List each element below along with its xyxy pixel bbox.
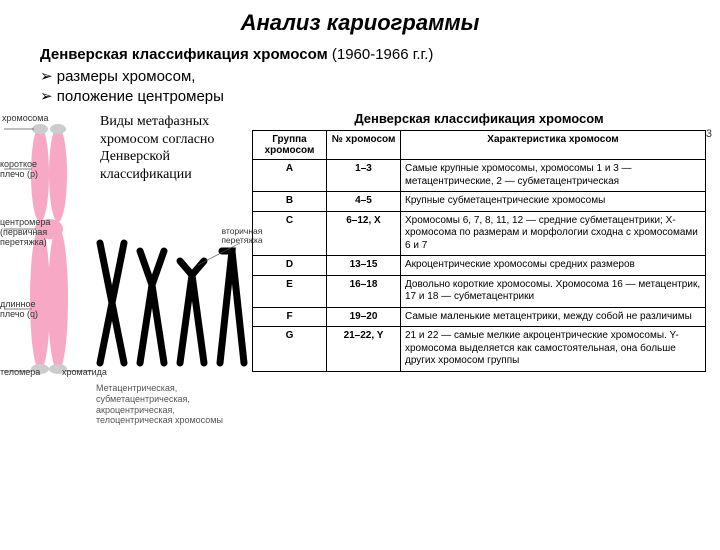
cell-group: E	[253, 275, 327, 307]
cell-desc: Самые маленькие метацентрики, между собо…	[401, 307, 706, 327]
left-panel: Виды метафазных хромосом согласно Денвер…	[0, 109, 252, 372]
page-number: 3	[706, 128, 712, 140]
content-row: Виды метафазных хромосом согласно Денвер…	[0, 109, 720, 372]
intro-bold: Денверская классификация хромосом	[40, 46, 328, 63]
cell-group: F	[253, 307, 327, 327]
cell-num: 19–20	[327, 307, 401, 327]
th-number: № хромосом	[327, 131, 401, 160]
chromosome-types-row: вторичная перетяжка	[90, 233, 250, 373]
bullet-list: размеры хромосом, положение центромеры	[40, 67, 720, 105]
th-desc: Характеристика хромосом	[401, 131, 706, 160]
label-centromere: центромера (первичная перетяжка)	[0, 217, 48, 247]
bullet-item: размеры хромосом,	[40, 67, 720, 85]
bullet-item: положение центромеры	[40, 87, 720, 105]
label-chromosome: хромосома	[2, 113, 49, 123]
cell-desc: Довольно короткие хромосомы. Хромосома 1…	[401, 275, 706, 307]
cell-group: A	[253, 160, 327, 192]
cell-num: 13–15	[327, 256, 401, 276]
cell-num: 21–22, Y	[327, 327, 401, 372]
cell-group: D	[253, 256, 327, 276]
cell-group: B	[253, 192, 327, 212]
cell-desc: Акроцентрические хромосомы средних разме…	[401, 256, 706, 276]
table-row: C6–12, XХромосомы 6, 7, 8, 11, 12 — сред…	[253, 211, 706, 256]
cell-desc: 21 и 22 — самые мелкие акроцентрические …	[401, 327, 706, 372]
table-row: B4–5Крупные субметацентрические хромосом…	[253, 192, 706, 212]
label-telomere: теломера	[0, 367, 40, 377]
table-row: F19–20Самые маленькие метацентрики, межд…	[253, 307, 706, 327]
cell-num: 4–5	[327, 192, 401, 212]
classification-table: Группа хромосом № хромосом Характеристик…	[252, 130, 706, 372]
label-long-arm: длинное плечо (q)	[0, 299, 44, 319]
table-row: A1–3Самые крупные хромосомы, хромосомы 1…	[253, 160, 706, 192]
label-short-arm: короткое плечо (p)	[0, 159, 44, 179]
table-row: D13–15Акроцентрические хромосомы средних…	[253, 256, 706, 276]
cell-num: 16–18	[327, 275, 401, 307]
intro-line: Денверская классификация хромосом (1960-…	[40, 46, 720, 63]
cell-num: 6–12, X	[327, 211, 401, 256]
types-caption: Метацентрическая, субметацентрическая, а…	[96, 383, 246, 426]
table-row: E16–18Довольно короткие хромосомы. Хромо…	[253, 275, 706, 307]
cell-desc: Самые крупные хромосомы, хромосомы 1 и 3…	[401, 160, 706, 192]
intro-rest: (1960-1966 г.г.)	[328, 46, 434, 63]
cell-num: 1–3	[327, 160, 401, 192]
table-title: Денверская классификация хромосом	[252, 111, 706, 126]
table-row: G21–22, Y21 и 22 — самые мелкие акроцент…	[253, 327, 706, 372]
cell-desc: Хромосомы 6, 7, 8, 11, 12 — средние субм…	[401, 211, 706, 256]
th-group: Группа хромосом	[253, 131, 327, 160]
right-panel: Денверская классификация хромосом Группа…	[252, 109, 712, 372]
left-heading: Виды метафазных хромосом согласно Денвер…	[100, 113, 240, 183]
page-title: Анализ кариограммы	[0, 10, 720, 36]
cell-desc: Крупные субметацентрические хромосомы	[401, 192, 706, 212]
cell-group: G	[253, 327, 327, 372]
label-secondary: вторичная перетяжка	[212, 227, 272, 246]
